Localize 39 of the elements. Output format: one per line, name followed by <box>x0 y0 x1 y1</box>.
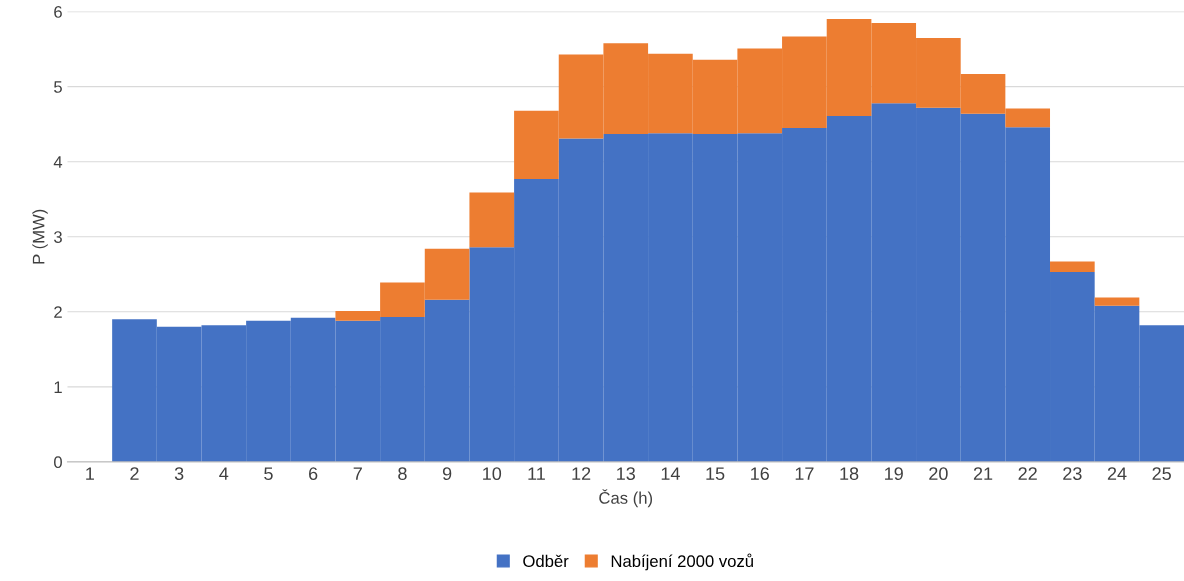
y-tick-label: 5 <box>54 81 62 93</box>
y-tick-label: 3 <box>53 231 62 243</box>
x-tick-label: 21 <box>973 467 993 480</box>
x-tick-label: 20 <box>929 467 948 481</box>
legend-label: Odběr <box>523 554 569 568</box>
x-tick-label: 24 <box>1107 467 1127 480</box>
y-tick-label: 2 <box>54 306 62 318</box>
x-tick-label: 23 <box>1063 467 1082 481</box>
x-tick-label: 12 <box>572 467 591 480</box>
y-tick-label: 4 <box>53 156 63 168</box>
x-tick-label: 6 <box>309 467 318 481</box>
x-tick-label: 1 <box>86 467 94 480</box>
x-tick-label: 5 <box>264 467 273 481</box>
x-tick-label: 14 <box>661 467 680 480</box>
x-tick-label: 9 <box>442 467 452 481</box>
y-tick-label: 6 <box>54 6 62 18</box>
y-tick-label: 1 <box>54 381 62 393</box>
x-tick-label: 7 <box>353 467 362 480</box>
y-tick-label: 0 <box>54 456 62 469</box>
x-tick-label: 22 <box>1018 467 1037 480</box>
x-tick-label: 17 <box>795 467 814 480</box>
bar <box>1094 297 1140 306</box>
x-tick-label: 3 <box>174 467 184 481</box>
x-tick-label: 25 <box>1152 467 1171 481</box>
x-tick-label: 13 <box>617 467 635 481</box>
x-tick-label: 16 <box>751 467 769 481</box>
x-tick-label: 10 <box>483 467 502 481</box>
bar <box>469 192 515 248</box>
x-tick-label: 19 <box>885 467 903 481</box>
x-tick-label: 11 <box>528 467 545 480</box>
bar <box>1050 261 1095 273</box>
x-tick-label: 4 <box>219 467 229 480</box>
y-axis-title: P (MW) <box>32 209 48 264</box>
x-tick-label: 8 <box>398 467 407 481</box>
x-tick-label: 2 <box>130 467 139 480</box>
x-axis-title: Čas (h) <box>599 489 653 508</box>
x-tick-label: 18 <box>840 467 859 481</box>
x-tick-label: 15 <box>706 467 725 481</box>
legend-label: Nabíjení 2000 vozů <box>611 553 753 571</box>
